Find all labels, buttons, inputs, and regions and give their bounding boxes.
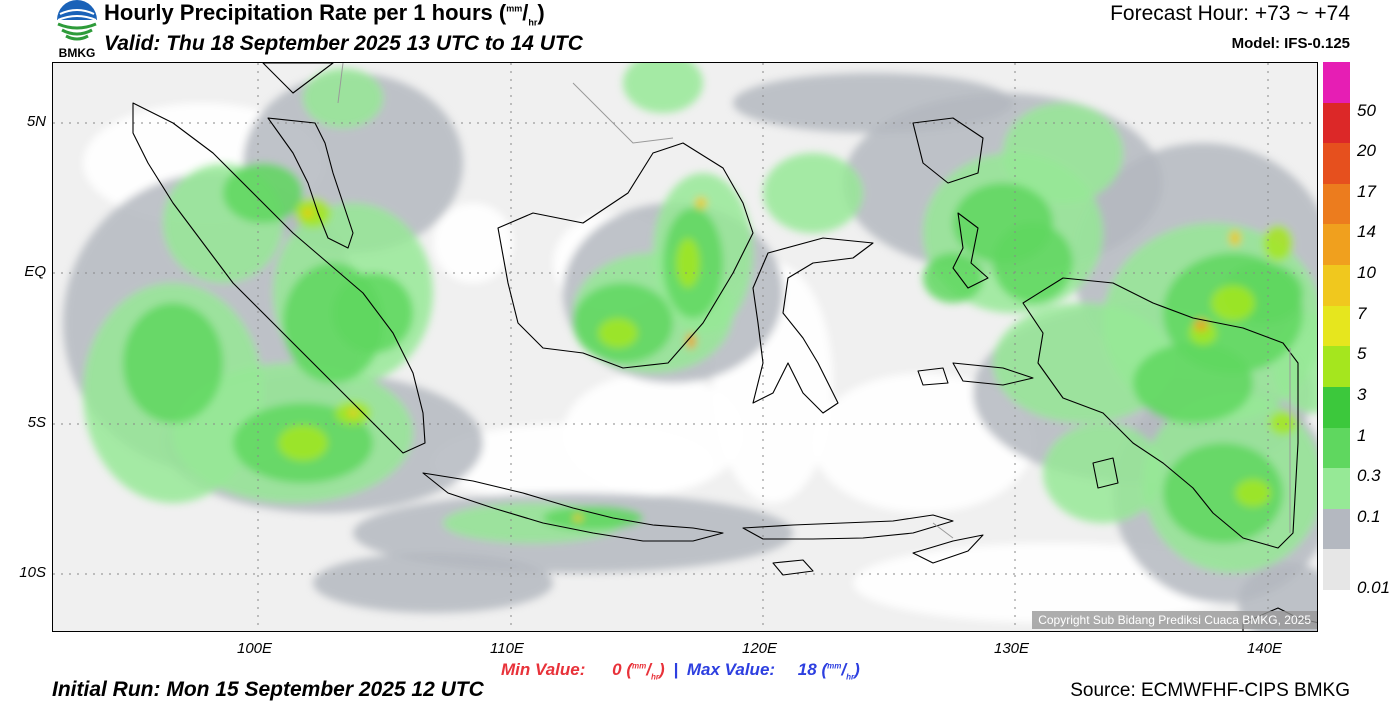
precip-area [1043, 423, 1163, 523]
legend-swatch [1323, 346, 1350, 388]
model-name: Model: IFS-0.125 [1231, 35, 1350, 52]
logo-text: BMKG [59, 46, 96, 60]
min-value-label: Min Value: [501, 660, 586, 679]
legend-swatch [1323, 468, 1350, 510]
legend-colorbar [1323, 62, 1350, 591]
precip-area [1229, 230, 1241, 246]
lat-label: 5S [27, 414, 46, 431]
legend-label: 7 [1357, 303, 1367, 323]
lon-label: 130E [994, 640, 1030, 657]
precip-area [686, 333, 696, 349]
precip-area [923, 253, 983, 303]
precip-area [1133, 343, 1253, 423]
coastline-aru [1092, 457, 1119, 489]
precip-area [348, 409, 358, 417]
initial-run: Initial Run: Mon 15 September 2025 12 UT… [52, 678, 484, 701]
precip-area [676, 238, 700, 288]
precip-area [123, 303, 223, 423]
coastline-mindanao [912, 117, 984, 184]
precip-area [333, 273, 413, 353]
precip-area [623, 63, 703, 113]
legend-swatch [1323, 102, 1350, 144]
precip-area [598, 318, 638, 348]
precip-area [1211, 285, 1255, 321]
precip-area [1003, 103, 1123, 203]
precip-area [993, 303, 1173, 423]
precip-area [1194, 319, 1208, 331]
forecast-hour: Forecast Hour: +73 ~ +74 [1110, 2, 1350, 25]
precip-area [303, 208, 313, 218]
legend-label: 20 [1357, 141, 1376, 161]
coastline-seram [952, 362, 1034, 386]
coastline-buru [917, 367, 949, 386]
chart-title: Hourly Precipitation Rate per 1 hours (m… [104, 0, 545, 28]
legend-swatch [1323, 265, 1350, 307]
precip-area [313, 553, 553, 613]
precip-area [1269, 411, 1297, 435]
precip-area [543, 506, 643, 530]
max-value: 18 [797, 660, 817, 679]
precip-area [573, 514, 583, 522]
legend-label: 0.1 [1357, 506, 1381, 526]
lat-label: 10S [19, 564, 46, 581]
coastline-borneo [497, 142, 754, 369]
coastline-malaysia [267, 117, 354, 249]
legend-swatch [1323, 549, 1350, 591]
legend-swatch [1323, 62, 1350, 104]
precipitation-map [52, 62, 1318, 632]
bmkg-logo: BMKG [52, 0, 102, 60]
legend-swatch [1323, 305, 1350, 347]
min-value: 0 [612, 660, 622, 679]
max-value-label: Max Value: [686, 660, 776, 679]
legend-swatch [1323, 143, 1350, 185]
legend-label: 14 [1357, 222, 1376, 242]
coastline-halmahera [952, 212, 989, 289]
valid-time: Valid: Thu 18 September 2025 13 UTC to 1… [104, 32, 583, 55]
coastline-sulawesi [752, 237, 874, 414]
lat-label: 5N [26, 113, 46, 130]
precip-area [1235, 479, 1271, 507]
precip-area [223, 163, 303, 223]
lat-label: EQ [24, 263, 46, 280]
precip-area [695, 197, 707, 209]
lon-label: 120E [742, 640, 778, 657]
copyright-note: Copyright Sub Bidang Prediksi Cuaca BMKG… [1032, 611, 1317, 629]
lon-label: 100E [237, 640, 273, 657]
precip-area [733, 73, 1013, 133]
precip-area [1163, 443, 1283, 543]
legend-swatch [1323, 224, 1350, 266]
legend-swatch [1323, 183, 1350, 225]
coastline-newguinea [1022, 277, 1299, 549]
precip-area [433, 203, 513, 283]
precip-area [993, 223, 1073, 303]
legend-label: 1 [1357, 425, 1367, 445]
legend-label: 3 [1357, 384, 1367, 404]
legend-swatch [1323, 508, 1350, 550]
legend-label: 10 [1357, 263, 1376, 283]
coastline-australia [1242, 607, 1317, 631]
coastline-timor [912, 534, 984, 564]
legend-label: 17 [1357, 181, 1376, 201]
coastline-java [422, 472, 724, 542]
precip-area [1263, 225, 1293, 261]
precip-area [303, 68, 383, 128]
lon-label: 110E [490, 640, 524, 657]
legend-label: 50 [1357, 100, 1376, 120]
legend-swatch [1323, 427, 1350, 469]
value-stats: Min Value: 0 (mm/hr) | Max Value: 18 (mm… [501, 660, 860, 682]
legend-label: 0.3 [1357, 466, 1381, 486]
lon-label: 140E [1247, 640, 1283, 657]
precip-area [763, 153, 863, 233]
precip-area [278, 425, 328, 461]
precip-area [563, 373, 743, 493]
coastline-sumba [772, 559, 814, 576]
coastline-sumatra [132, 102, 426, 454]
legend-label: 0.01 [1357, 578, 1391, 597]
coastline-indochina [262, 63, 334, 94]
coastline-nusatenggara [742, 514, 954, 540]
legend-label: 5 [1357, 344, 1367, 364]
data-source: Source: ECMWFHF-CIPS BMKG [1070, 680, 1350, 701]
legend-swatch [1323, 386, 1350, 429]
